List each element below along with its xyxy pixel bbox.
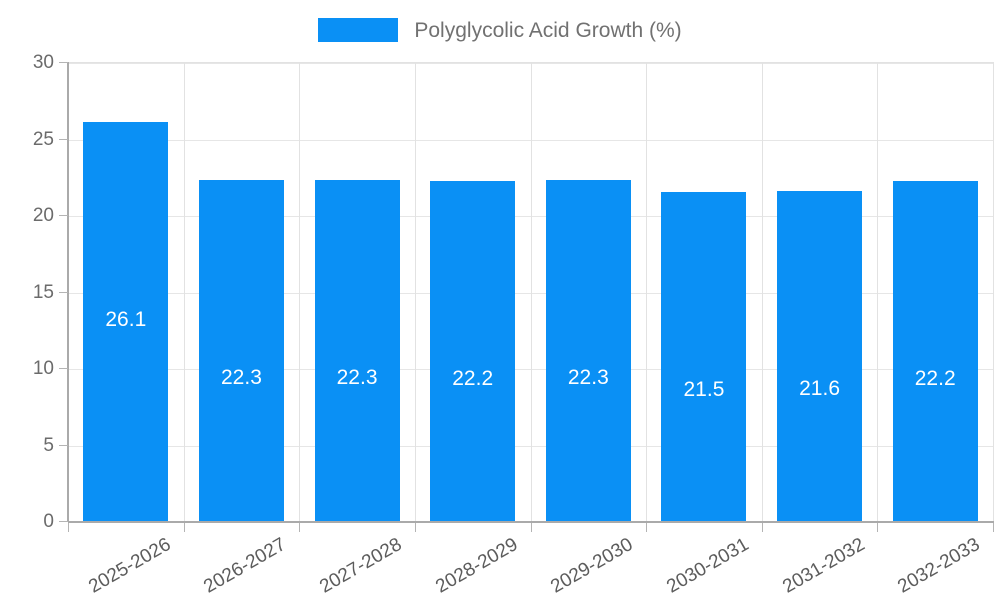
x-axis-tick-mark [646,523,648,532]
bar[interactable]: 22.3 [314,179,400,521]
bar[interactable]: 21.6 [777,190,863,521]
gridline-vertical [877,63,879,522]
gridline-vertical [993,63,994,522]
gridline-vertical [414,63,416,522]
bar[interactable]: 22.2 [430,181,516,521]
bar-value-label: 22.2 [452,367,494,391]
x-axis-tick-label: 2027-2028 [316,534,406,598]
bar-value-label: 22.3 [221,365,262,389]
x-axis-tick-label: 2028-2029 [431,534,522,598]
x-axis-tick-mark [299,523,301,532]
x-axis-tick-mark [414,523,416,532]
x-axis-tick-mark [68,523,69,532]
gridline-vertical [761,63,763,522]
gridline-vertical [530,63,532,522]
x-axis-tick-mark [761,523,763,532]
gridline-vertical [646,63,648,522]
x-axis-tick-label: 2029-2030 [547,534,637,598]
y-axis-tick-mark [59,291,68,293]
y-axis-tick-label: 20 [32,205,54,226]
y-axis-tick-mark [59,62,68,63]
x-axis-tick-label: 2025-2026 [85,534,175,598]
y-axis-tick-mark [59,368,68,369]
x-axis-tick-label: 2026-2027 [200,534,290,598]
bar-value-label: 21.5 [683,378,725,402]
bar[interactable]: 22.3 [198,179,284,521]
bar-value-label: 22.2 [914,367,956,391]
legend-item-polyglycolic-acid-growth[interactable]: Polyglycolic Acid Growth (%) [318,18,682,42]
x-axis-tick-label: 2032-2033 [894,534,984,598]
chart-legend: Polyglycolic Acid Growth (%) [0,10,1000,50]
x-axis-tick-mark [530,523,532,532]
bar-value-label: 26.1 [105,307,147,331]
x-axis-tick-label: 2030-2031 [663,534,753,598]
x-axis-line [68,521,994,523]
x-axis-tick-mark [993,523,994,532]
legend-color-swatch-icon [318,18,399,42]
bar[interactable]: 22.2 [892,181,978,521]
y-axis-tick-mark [59,138,68,140]
y-axis-tick-mark [59,444,68,446]
bar[interactable]: 26.1 [83,121,169,521]
x-axis-tick-mark [877,523,879,532]
y-axis-line [67,62,69,522]
bar[interactable]: 21.5 [661,192,747,521]
y-axis-tick-label: 15 [32,281,54,303]
y-axis-tick-mark [59,521,68,522]
x-axis-tick-mark [183,523,185,532]
y-axis-tick-label: 30 [32,52,54,73]
gridline-vertical [299,63,301,522]
legend-label: Polyglycolic Acid Growth (%) [414,18,682,42]
bar-value-label: 21.6 [799,376,840,400]
bar-value-label: 22.3 [336,365,378,389]
y-axis-tick-label: 10 [32,358,54,379]
bar-value-label: 22.3 [567,365,609,389]
bar[interactable]: 22.3 [545,179,631,521]
gridline-vertical [183,63,185,522]
x-axis-tick-label: 2031-2032 [778,534,869,598]
y-axis-tick-label: 5 [43,434,54,456]
y-axis-tick-label: 25 [32,128,54,150]
y-axis-tick-mark [59,215,68,216]
y-axis-tick-label: 0 [43,511,54,532]
